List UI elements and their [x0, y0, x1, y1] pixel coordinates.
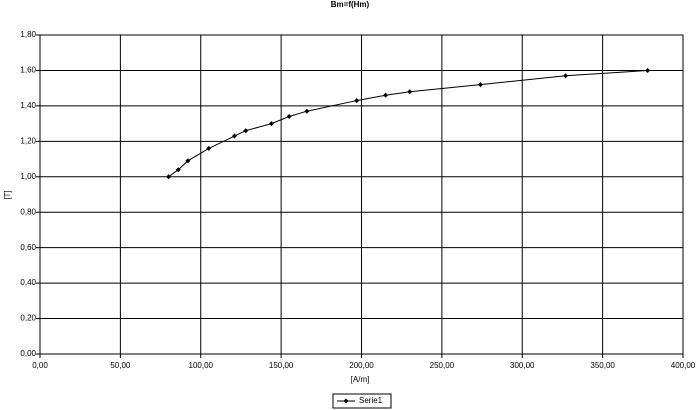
y-axis-label: [T]: [3, 190, 12, 199]
point: [354, 98, 360, 104]
point: [166, 174, 172, 180]
point: [304, 108, 310, 114]
x-tick-label: 350,00: [590, 361, 615, 370]
legend-marker: [343, 398, 349, 404]
y-tick-label: 0,80: [20, 207, 36, 216]
point: [407, 89, 413, 95]
y-tick-label: 0,00: [20, 349, 36, 358]
x-tick-label: 0,00: [32, 361, 48, 370]
y-tick-label: 0,20: [20, 314, 36, 323]
point: [206, 145, 212, 151]
y-tick-label: 1,40: [20, 101, 36, 110]
point: [232, 133, 238, 139]
point: [286, 114, 292, 120]
point: [175, 167, 181, 173]
point: [563, 73, 569, 79]
x-tick-label: 400,00: [671, 361, 696, 370]
x-tick-label: 250,00: [430, 361, 455, 370]
y-tick-label: 1,60: [20, 66, 36, 75]
point: [477, 82, 483, 88]
y-tick-label: 1,00: [20, 172, 36, 181]
x-tick-label: 50,00: [110, 361, 131, 370]
point: [185, 158, 191, 164]
chart-title: Bm=f(Hm): [331, 0, 370, 9]
point: [268, 121, 274, 127]
x-tick-label: 100,00: [189, 361, 214, 370]
plot-frame: [39, 34, 684, 355]
x-tick-label: 300,00: [510, 361, 535, 370]
x-tick-label: 150,00: [269, 361, 294, 370]
y-tick-label: 1,80: [20, 30, 36, 39]
point: [645, 67, 651, 73]
legend-box: [332, 393, 392, 409]
point: [383, 92, 389, 98]
y-tick-label: 1,20: [20, 136, 36, 145]
legend-label: Serie1: [359, 396, 383, 405]
y-tick-label: 0,40: [20, 278, 36, 287]
y-tick-label: 0,60: [20, 243, 36, 252]
point: [243, 128, 249, 134]
x-axis-label: [A/m]: [351, 375, 370, 384]
x-tick-label: 200,00: [349, 361, 374, 370]
